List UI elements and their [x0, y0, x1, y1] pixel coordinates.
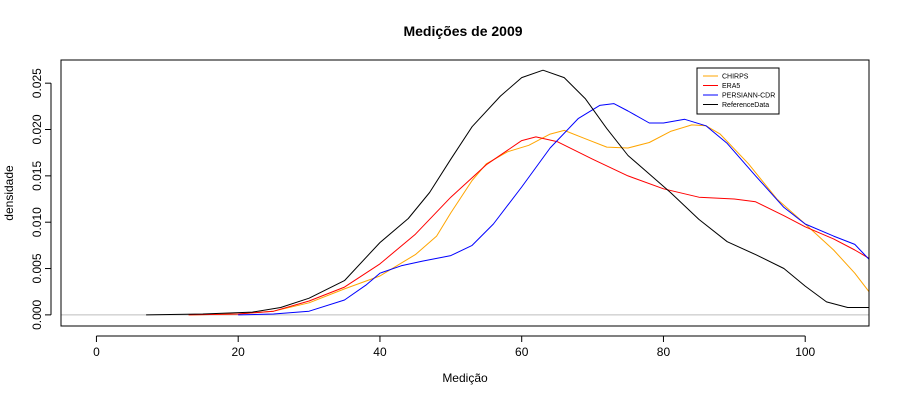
x-tick-label: 20 [232, 345, 246, 359]
x-axis-label: Medição [442, 371, 488, 385]
y-tick-label: 0.025 [30, 68, 44, 98]
x-tick-label: 40 [373, 345, 387, 359]
x-tick-label: 100 [795, 345, 815, 359]
series-line-era5 [188, 136, 869, 316]
y-tick-label: 0.010 [30, 207, 44, 237]
legend-label-persiann-cdr: PERSIANN-CDR [722, 93, 775, 100]
series-line-referencedata [146, 69, 869, 316]
plot-area [61, 69, 869, 316]
y-axis: 0.000 0.005 0.010 0.015 0.020 0.025 [30, 68, 52, 330]
y-tick-label: 0.015 [30, 161, 44, 191]
legend: CHIRPS ERA5 PERSIANN-CDR ReferenceData [696, 67, 780, 115]
y-tick-label: 0.000 [30, 300, 44, 330]
x-tick-label: 0 [93, 345, 100, 359]
plot-frame [60, 59, 870, 327]
y-tick-label: 0.005 [30, 253, 44, 283]
chart-title: Medições de 2009 [403, 23, 522, 39]
legend-label-era5: ERA5 [722, 83, 740, 90]
x-axis: 0 20 40 60 80 100 [93, 335, 816, 359]
y-axis-label: densidade [2, 165, 16, 221]
legend-label-referencedata: ReferenceData [722, 102, 769, 109]
series-line-persiann-cdr [238, 103, 869, 316]
legend-label-chirps: CHIRPS [722, 74, 749, 81]
series-line-chirps [188, 124, 869, 316]
x-tick-label: 80 [657, 345, 671, 359]
y-tick-label: 0.020 [30, 114, 44, 144]
x-tick-label: 60 [515, 345, 529, 359]
